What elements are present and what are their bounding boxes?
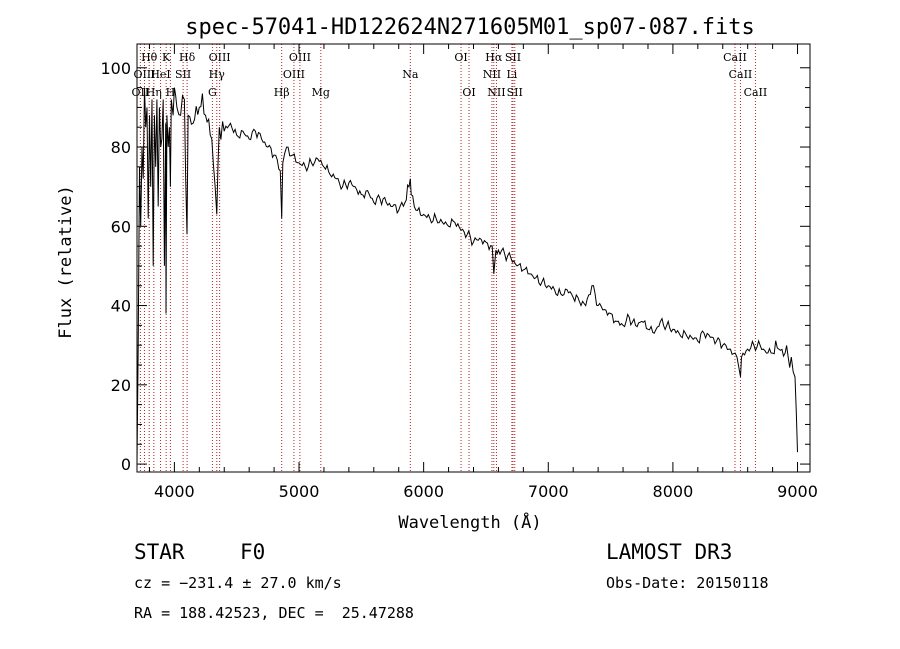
redshift-readout: cz = −231.4 ± 27.0 km/s xyxy=(134,574,342,592)
spectral-line-label: Hθ xyxy=(141,51,158,64)
flux-series-line xyxy=(136,87,798,465)
y-tick-label: 100 xyxy=(100,59,131,78)
spectral-line-label: SII xyxy=(505,51,521,64)
coordinates: RA = 188.42523, DEC = 25.47288 xyxy=(134,604,414,622)
spectral-line-label: Li xyxy=(506,68,517,81)
observation-date: Obs-Date: 20150118 xyxy=(606,574,769,592)
spectral-line-label: OIII xyxy=(209,51,231,64)
x-axis-label: Wavelength (Å) xyxy=(398,511,541,533)
spectral-line-label: OIII xyxy=(283,68,305,81)
x-tick-label: 5000 xyxy=(279,482,320,501)
spectral-subclass: F0 xyxy=(240,540,266,564)
spectral-line-label: K xyxy=(162,51,171,64)
axis-ticks: 4000 5000 6000 7000 8000 9000 0 20 40 60 80 100 xyxy=(100,44,818,501)
spectral-line-label: CaII xyxy=(744,86,768,99)
spectral-line-label: H xyxy=(166,86,176,99)
object-class: STAR xyxy=(134,540,185,564)
spectral-line-label: Hδ xyxy=(179,51,196,64)
spectral-line-label: Na xyxy=(402,68,419,81)
y-tick-label: 0 xyxy=(121,455,131,474)
y-tick-label: 20 xyxy=(111,376,131,395)
spectral-line-label: HeI xyxy=(150,68,170,81)
y-axis-label: Flux (relative) xyxy=(56,185,76,339)
x-tick-label: 9000 xyxy=(777,482,818,501)
x-tick-label: 6000 xyxy=(403,482,444,501)
spectral-line-label: OIII xyxy=(289,51,311,64)
spectral-line-label: Hβ xyxy=(274,86,290,99)
spectral-line-label: OIII xyxy=(133,68,155,81)
spectral-line-label: Hγ xyxy=(209,68,226,81)
x-tick-label: 8000 xyxy=(653,482,694,501)
y-tick-label: 80 xyxy=(111,138,131,157)
spectral-line-label: G xyxy=(208,86,217,99)
spectral-line-label: OI xyxy=(454,51,467,64)
x-tick-label: 4000 xyxy=(154,482,195,501)
plot-frame xyxy=(136,43,811,473)
spectral-line-label: Mg xyxy=(312,86,330,99)
chart-title: spec-57041-HD122624N271605M01_sp07-087.f… xyxy=(185,15,755,40)
y-tick-label: 40 xyxy=(111,297,131,316)
spectral-line-label: CaII xyxy=(723,51,747,64)
spectral-line-label: Hα xyxy=(485,51,503,64)
spectral-line-label: NII xyxy=(487,86,505,99)
spectral-line-markers xyxy=(139,44,756,472)
y-tick-label: 60 xyxy=(111,217,131,236)
spectral-line-label: CaII xyxy=(729,68,753,81)
survey-name: LAMOST DR3 xyxy=(606,540,733,564)
spectral-line-label: OI xyxy=(462,86,475,99)
spectral-line-label: Hη xyxy=(146,86,162,99)
x-tick-label: 7000 xyxy=(528,482,569,501)
spectral-line-label: NII xyxy=(483,68,501,81)
spectral-line-label: SII xyxy=(175,68,191,81)
spectral-line-label: SII xyxy=(507,86,523,99)
